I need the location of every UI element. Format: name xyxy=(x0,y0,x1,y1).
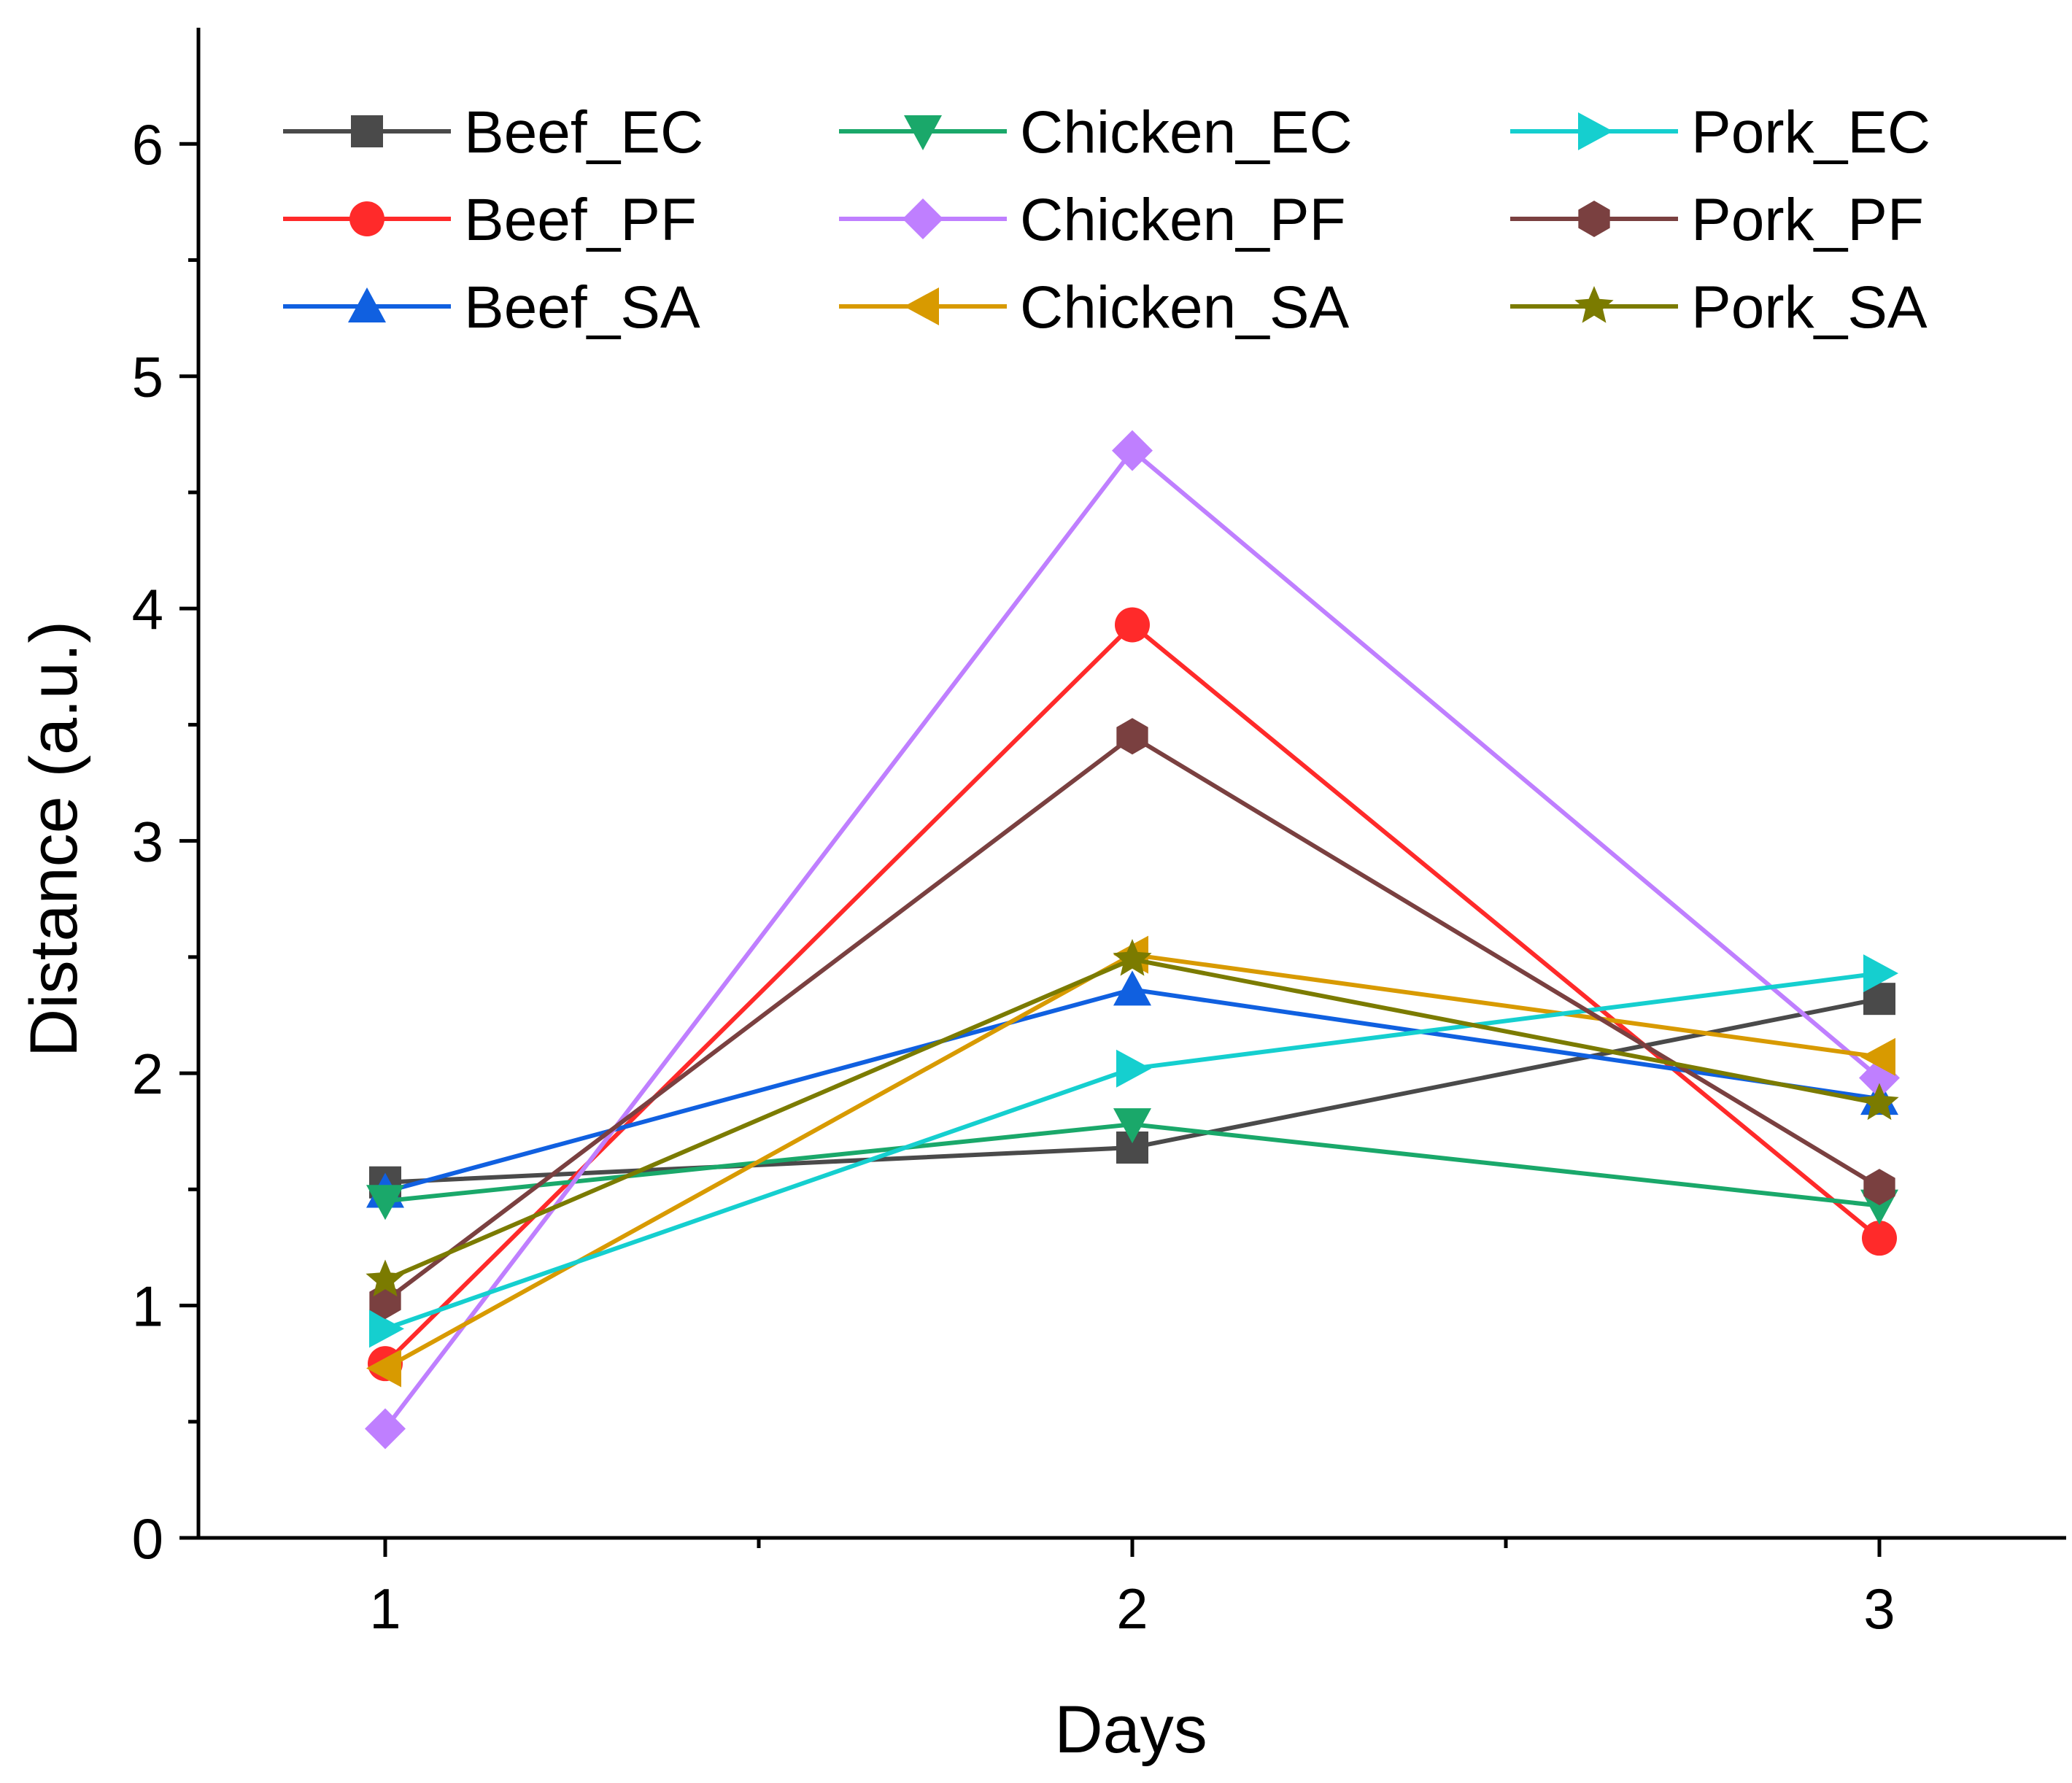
data-point-pork-pf xyxy=(1116,718,1148,755)
legend-item-chicken-pf: Chicken_PF xyxy=(839,187,1346,253)
series-layer xyxy=(365,430,1900,1450)
series-chicken-ec xyxy=(366,1108,1898,1225)
legend-item-chicken-sa: Chicken_SA xyxy=(839,274,1350,341)
legend-item-beef-pf: Beef_PF xyxy=(283,187,697,253)
data-point-beef-pf xyxy=(1862,1221,1897,1256)
data-point-pork-sa xyxy=(1860,1083,1899,1121)
legend-item-chicken-ec: Chicken_EC xyxy=(839,99,1353,166)
legend-item-beef-ec: Beef_EC xyxy=(283,99,703,166)
x-tick-label: 1 xyxy=(369,1577,401,1641)
legend-item-pork-ec: Pork_EC xyxy=(1510,99,1930,166)
data-point-pork-pf xyxy=(1863,1169,1895,1206)
series-pork-sa xyxy=(366,939,1899,1297)
data-point-pork-ec xyxy=(369,1310,404,1348)
data-point-chicken-pf xyxy=(1112,430,1153,471)
y-axis-label: Distance (a.u.) xyxy=(17,621,91,1057)
data-point-chicken-ec xyxy=(1113,1108,1151,1144)
legend-label-beef-ec: Beef_EC xyxy=(464,99,703,166)
x-tick-label: 2 xyxy=(1116,1577,1148,1641)
legend-label-pork-pf: Pork_PF xyxy=(1691,187,1924,253)
y-tick-label: 0 xyxy=(132,1507,163,1571)
y-tick-label: 4 xyxy=(132,577,163,641)
data-point-pork-ec xyxy=(1116,1049,1151,1088)
legend-marker-beef-sa xyxy=(348,287,386,322)
legend-label-pork-ec: Pork_EC xyxy=(1691,99,1930,166)
data-point-chicken-sa xyxy=(366,1349,401,1388)
x-tick-label: 3 xyxy=(1863,1577,1895,1641)
legend-item-pork-pf: Pork_PF xyxy=(1510,187,1924,253)
legend: Beef_EC Chicken_EC Pork_EC Beef_PF Chicken_P… xyxy=(283,99,1930,341)
data-point-beef-pf xyxy=(1115,607,1150,643)
series-line-pork-pf xyxy=(384,734,1881,1303)
legend-marker-pork-ec xyxy=(1578,112,1613,150)
legend-label-beef-pf: Beef_PF xyxy=(464,187,697,253)
series-pork-pf xyxy=(369,718,1895,1320)
legend-item-beef-sa: Beef_SA xyxy=(283,274,700,341)
data-point-chicken-ec xyxy=(366,1185,404,1221)
legend-marker-chicken-sa xyxy=(904,287,939,325)
legend-label-beef-sa: Beef_SA xyxy=(464,274,700,341)
legend-label-pork-sa: Pork_SA xyxy=(1691,274,1928,341)
data-point-pork-sa xyxy=(366,1259,405,1297)
data-point-pork-sa xyxy=(1113,939,1152,976)
legend-marker-chicken-pf xyxy=(902,198,943,239)
legend-item-pork-sa: Pork_SA xyxy=(1510,274,1928,341)
legend-label-chicken-ec: Chicken_EC xyxy=(1020,99,1353,166)
y-tick-label: 2 xyxy=(132,1042,163,1106)
legend-marker-beef-ec xyxy=(351,115,383,147)
data-point-chicken-sa xyxy=(1860,1037,1895,1076)
y-tick-label: 5 xyxy=(132,345,163,409)
legend-marker-pork-pf xyxy=(1578,201,1610,237)
series-beef-ec xyxy=(369,983,1895,1199)
y-tick-label: 1 xyxy=(132,1275,163,1339)
data-point-pork-ec xyxy=(1863,954,1898,993)
legend-marker-beef-pf xyxy=(349,201,384,236)
y-tick-label: 6 xyxy=(132,112,163,177)
series-chicken-pf xyxy=(365,430,1900,1450)
data-point-chicken-pf xyxy=(365,1408,406,1450)
x-axis-label: Days xyxy=(1054,1693,1207,1767)
legend-label-chicken-pf: Chicken_PF xyxy=(1020,187,1346,253)
series-pork-ec xyxy=(369,954,1898,1348)
y-tick-label: 3 xyxy=(132,810,163,874)
legend-marker-chicken-ec xyxy=(904,115,942,150)
axes: 0 1 2 3 4 5 6 1 2 3 xyxy=(132,28,2066,1641)
data-point-beef-sa xyxy=(1113,970,1151,1006)
legend-marker-pork-sa xyxy=(1574,286,1614,323)
legend-label-chicken-sa: Chicken_SA xyxy=(1020,274,1350,341)
